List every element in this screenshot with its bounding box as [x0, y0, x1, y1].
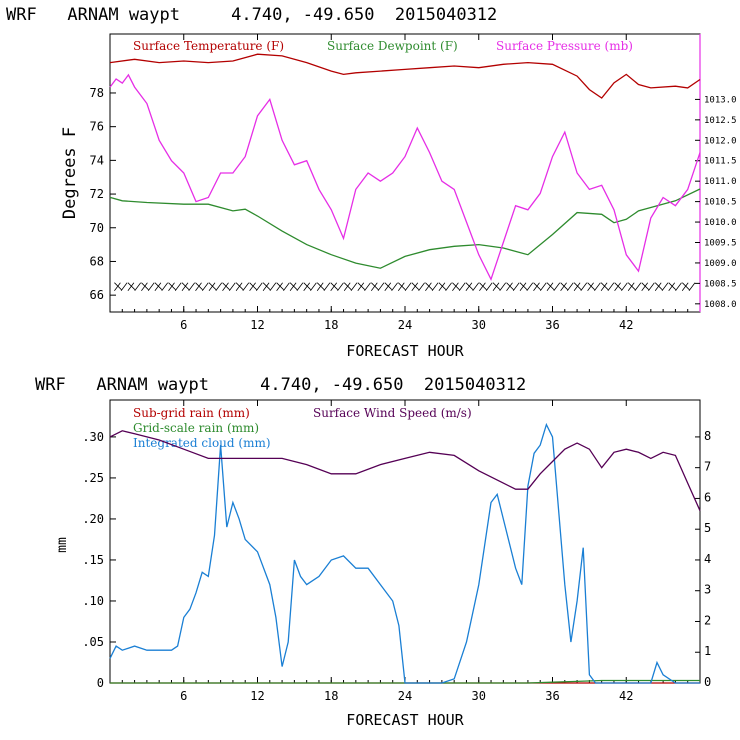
bottom-chart-title: WRF ARNAM waypt 4.740, -49.650 201504031…: [35, 375, 526, 395]
y2-tick-label: 1010.5: [704, 198, 737, 208]
y-tick-label: 72: [90, 187, 104, 201]
top-panel: WRF ARNAM waypt 4.740, -49.650 201504031…: [6, 5, 737, 360]
x-tick-label: 6: [180, 689, 187, 703]
x-tick-label: 36: [545, 689, 559, 703]
y2-tick-label: 1013.0: [704, 95, 737, 105]
y-tick-label: 74: [90, 153, 104, 167]
y2-tick-label: 1009.0: [704, 259, 737, 269]
y2-tick-label: 1012.0: [704, 136, 737, 146]
y2-tick-label: 0: [704, 675, 711, 689]
wind-barb-staffs: [114, 282, 696, 291]
y-tick-label: .05: [82, 635, 104, 649]
y2-tick-label: 1011.0: [704, 177, 737, 187]
y2-tick-label: 1010.0: [704, 218, 737, 228]
legend-entry: Integrated cloud (mm): [133, 436, 271, 450]
y2-tick-label: 1008.0: [704, 300, 737, 310]
grid-scale-rain-mm-line: [110, 679, 700, 684]
integrated-cloud-mm-line: [109, 422, 700, 684]
y-tick-label: 78: [90, 86, 104, 100]
x-tick-label: 24: [398, 318, 412, 332]
surface-temperature-f-line: [109, 53, 701, 99]
x-tick-label: 12: [250, 689, 264, 703]
legend-entry: Grid-scale rain (mm): [133, 421, 259, 435]
wind-barbs: [114, 282, 696, 291]
x-tick-label: 18: [324, 689, 338, 703]
x-tick-label: 24: [398, 689, 412, 703]
legend-entry: Surface Temperature (F): [133, 39, 284, 53]
y2-tick-label: 2: [704, 613, 711, 627]
y2-tick-label: 4: [704, 552, 711, 566]
surface-dewpoint-f-line: [109, 188, 701, 269]
x-tick-label: 42: [619, 318, 633, 332]
y2-tick-label: 3: [704, 583, 711, 597]
y2-tick-label: 1008.5: [704, 279, 737, 289]
x-tick-label: 6: [180, 318, 187, 332]
y2-tick-label: 1: [704, 644, 711, 658]
surface-wind-speed-m-s-line: [109, 430, 701, 511]
x-tick-label: 36: [545, 318, 559, 332]
x-tick-label: 12: [250, 318, 264, 332]
top-plot-frame: [109, 33, 701, 313]
y2-tick-label: 7: [704, 460, 711, 474]
y2-tick-label: 5: [704, 521, 711, 535]
bottom-y-axis-label: mm: [55, 537, 70, 553]
y-tick-label: 76: [90, 120, 104, 134]
y-tick-label: 0: [97, 676, 104, 690]
legend-entry: Surface Wind Speed (m/s): [313, 406, 472, 420]
y2-tick-label: 1009.5: [704, 239, 737, 249]
y2-tick-label: 8: [704, 429, 711, 443]
x-tick-label: 42: [619, 689, 633, 703]
y-tick-label: .25: [82, 471, 104, 485]
y-tick-label: 68: [90, 254, 104, 268]
x-tick-label: 18: [324, 318, 338, 332]
bottom-x-axis-label: FORECAST HOUR: [346, 711, 464, 729]
x-tick-label: 30: [472, 318, 486, 332]
top-chart-title: WRF ARNAM waypt 4.740, -49.650 201504031…: [6, 5, 497, 25]
surface-pressure-mb-line: [109, 73, 701, 281]
y-tick-label: 70: [90, 221, 104, 235]
wind-barb-flags: [114, 282, 690, 290]
legend-entry: Surface Pressure (mb): [496, 39, 633, 53]
y2-tick-label: 6: [704, 490, 711, 504]
top-y-axis-label: Degrees F: [60, 127, 80, 219]
y-tick-label: .20: [82, 512, 104, 526]
bottom-panel: WRF ARNAM waypt 4.740, -49.650 201504031…: [35, 375, 711, 729]
y2-tick-label: 1011.5: [704, 157, 737, 167]
legend-entry: Sub-grid rain (mm): [133, 406, 250, 420]
legend-entry: Surface Dewpoint (F): [327, 39, 458, 53]
top-x-axis-label: FORECAST HOUR: [346, 342, 464, 360]
y-tick-label: .10: [82, 594, 104, 608]
x-tick-label: 30: [472, 689, 486, 703]
y-tick-label: 66: [90, 288, 104, 302]
y2-tick-label: 1012.5: [704, 116, 737, 126]
y-tick-label: .30: [82, 430, 104, 444]
y-tick-label: .15: [82, 553, 104, 567]
